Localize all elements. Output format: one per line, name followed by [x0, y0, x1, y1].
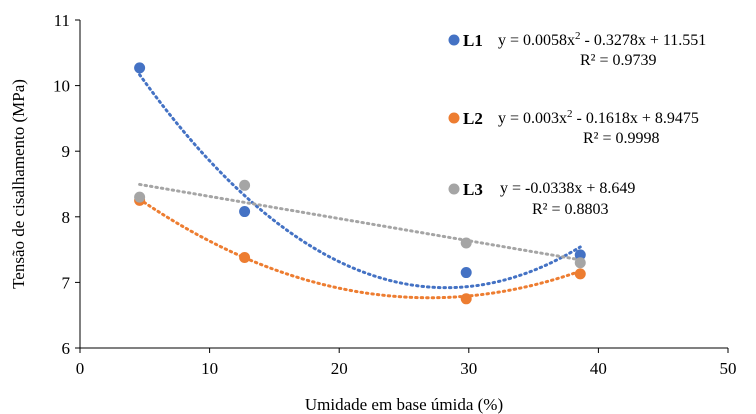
trendline-layer [138, 73, 582, 300]
data-point-l3 [239, 179, 251, 191]
data-point-l1 [134, 62, 146, 74]
r-squared-l1: R² = 0.9739 [580, 52, 657, 69]
x-tick-label: 40 [590, 359, 607, 378]
equation-exponent: 2 [567, 108, 573, 120]
y-tick-label: 6 [62, 339, 71, 358]
trendline-l1 [138, 73, 582, 290]
legend-marker-l1 [448, 34, 460, 46]
y-tick-label: 11 [54, 11, 70, 30]
data-point-l2 [239, 251, 251, 263]
equation-exponent: 2 [575, 30, 581, 42]
x-axis-title: Umidade em base úmida (%) [305, 395, 503, 414]
x-tick-label: 50 [720, 359, 737, 378]
y-tick-label: 7 [62, 273, 71, 292]
y-tick-label: 10 [53, 77, 70, 96]
x-tick-label: 0 [76, 359, 85, 378]
trendline-equation-l2: y = 0.003x2 - 0.1618x + 8.9475 [498, 108, 699, 127]
data-point-layer [134, 62, 586, 305]
legend-marker-l2 [448, 112, 460, 124]
legend-label-l3: L3 [463, 180, 483, 199]
trendline-equation-l3: y = -0.0338x + 8.649 [500, 180, 635, 197]
equation-part: y = 0.003x [498, 110, 567, 127]
axes [79, 20, 728, 349]
data-point-l3 [460, 237, 472, 249]
legend-marker-l3 [448, 183, 460, 195]
equation-part: y = 0.0058x [498, 32, 575, 49]
equation-part: - 0.3278x + 11.551 [581, 32, 707, 49]
tick-layer: 0 10 20 30 40 50 6 7 8 9 10 11 [53, 11, 737, 378]
r-squared-l2: R² = 0.9998 [583, 130, 660, 147]
data-point-l1 [574, 249, 586, 261]
x-tick-label: 10 [201, 359, 218, 378]
y-tick-label: 9 [62, 142, 71, 161]
trendline-equation-l1: y = 0.0058x2 - 0.3278x + 11.551 [498, 30, 706, 49]
trendline-l2 [138, 197, 582, 300]
data-point-l1 [460, 267, 472, 279]
x-tick-label: 30 [460, 359, 477, 378]
data-point-l3 [574, 257, 586, 269]
legend-label-l1: L1 [463, 31, 483, 50]
equation-part: y = -0.0338x + 8.649 [500, 180, 635, 197]
y-tick-label: 8 [62, 208, 71, 227]
data-point-l2 [460, 293, 472, 305]
r-squared-l3: R² = 0.8803 [532, 201, 609, 218]
legend-label-l2: L2 [463, 109, 483, 128]
data-point-l1 [239, 206, 251, 218]
data-point-l3 [134, 191, 146, 203]
equation-part: - 0.1618x + 8.9475 [573, 110, 699, 127]
y-axis-title: Tensão de cisalhamento (MPa) [9, 79, 28, 289]
data-point-l2 [574, 268, 586, 280]
trendline-l3 [138, 182, 582, 262]
x-tick-label: 20 [331, 359, 348, 378]
